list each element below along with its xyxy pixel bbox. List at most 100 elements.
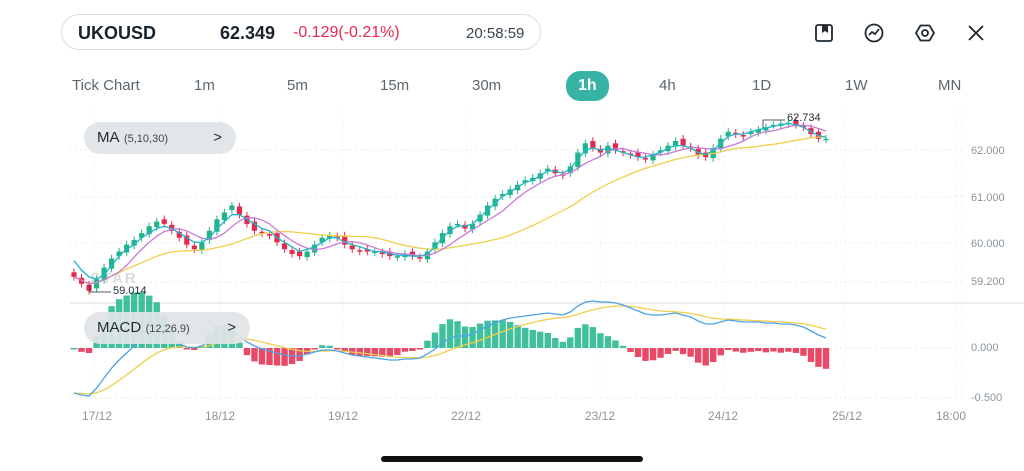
close-icon[interactable] [965,22,987,44]
candle-body [161,219,167,224]
macd-histogram-bar [409,348,416,351]
low-price-label: 59.014 [113,285,147,297]
macd-histogram-bar [649,348,657,361]
x-tick-label: 17/12 [82,409,113,423]
macd-name: MACD [97,319,142,336]
macd-histogram-bar [702,348,709,366]
macd-histogram-bar [747,348,754,352]
y-tick-label: 59.200 [971,276,1005,288]
macd-histogram-bar [664,348,672,354]
macd-histogram-bar [597,333,604,348]
candle-body [221,212,227,221]
tab-tick-chart[interactable]: Tick Chart [72,77,140,94]
tab-mn[interactable]: MN [938,77,962,94]
x-tick-label: 22/12 [451,409,482,423]
macd-histogram-bar [755,348,762,352]
macd-histogram-bar [431,332,439,348]
macd-histogram-bar [529,329,536,348]
candle-body [116,251,122,257]
macd-histogram-bar [454,321,461,348]
candle-body [748,131,754,135]
ma-indicator-pill[interactable]: MA (5,10,30) > [84,122,236,154]
macd-histogram-bar [777,348,785,353]
macd-histogram-bar [679,348,687,355]
candle-body [199,242,205,251]
candle-body [469,223,476,230]
candle-body [131,240,137,246]
macd-line [73,300,827,397]
candle-body [612,143,619,151]
macd-histogram-bar [710,348,717,362]
macd-y-tick-label: 0.000 [971,342,999,354]
candle-body [214,219,220,232]
tab-4h[interactable]: 4h [659,77,676,94]
candle-body [680,138,686,146]
macd-histogram-bar [725,348,732,351]
watermark: STAR [90,270,138,287]
y-tick-label: 61.000 [971,192,1005,204]
candle-body [297,251,303,257]
tab-1h[interactable]: 1h [566,71,609,101]
macd-histogram-bar [785,348,792,352]
macd-histogram-bar [258,348,266,365]
candle-body [229,205,235,211]
candle-body [86,284,92,291]
candle-body [793,120,799,125]
candle-body [823,138,829,141]
candle-body [139,233,145,238]
candle-body [372,251,378,254]
macd-histogram-bar [792,348,800,353]
tab-1w[interactable]: 1W [845,77,868,94]
candle-body [259,231,265,234]
macd-histogram-bar [416,348,424,350]
macd-histogram-bar [619,345,627,348]
macd-histogram-bar [672,348,679,351]
tab-15m[interactable]: 15m [380,77,410,94]
bookmark-icon[interactable] [813,22,835,44]
macd-params: (12,26,9) [145,323,190,335]
settings-hexagon-icon[interactable] [914,22,936,44]
candle-body [289,250,295,254]
candle-body [379,252,385,254]
macd-histogram-bar [807,348,815,362]
candle-body [763,127,769,131]
macd-histogram-bar [499,320,506,348]
macd-histogram-bar [582,324,589,348]
ticker-bar[interactable]: UKOUSD 62.349 -0.129(-0.21%) 20:58:59 [61,14,541,50]
macd-histogram-bar [341,348,348,352]
candle-body [319,237,325,243]
macd-histogram-bar [514,325,521,348]
macd-histogram-bar [70,348,78,350]
tab-30m[interactable]: 30m [472,77,502,94]
macd-histogram-bar [236,342,243,348]
candle-body [567,166,573,174]
candle-body [522,180,528,183]
macd-histogram-bar [379,348,386,357]
macd-histogram-bar [574,327,582,348]
macd-histogram-bar [770,348,777,352]
ma-name: MA [97,129,120,146]
y-tick-label: 60.000 [971,238,1005,250]
macd-histogram-bar [318,345,326,348]
macd-histogram-bar [78,348,85,352]
x-tick-label: 18:00 [936,409,967,423]
macd-histogram-bar [394,348,401,356]
trend-icon[interactable] [863,22,885,44]
candle-body [409,251,415,257]
tab-5m[interactable]: 5m [287,77,308,94]
macd-histogram-bar [537,331,544,348]
macd-histogram-bar [612,340,619,348]
tab-1d[interactable]: 1D [752,77,772,94]
symbol-name: UKOUSD [78,23,157,43]
macd-indicator-pill[interactable]: MACD (12,26,9) > [84,312,250,344]
candle-body [93,279,100,289]
macd-histogram-bar [567,337,574,348]
candle-body [417,257,423,259]
tab-1m[interactable]: 1m [194,77,215,94]
candle-body [605,145,611,154]
ma5-line [73,122,827,280]
macd-histogram-bar [446,319,454,348]
candle-body [281,243,288,250]
macd-histogram-bar [717,348,724,356]
